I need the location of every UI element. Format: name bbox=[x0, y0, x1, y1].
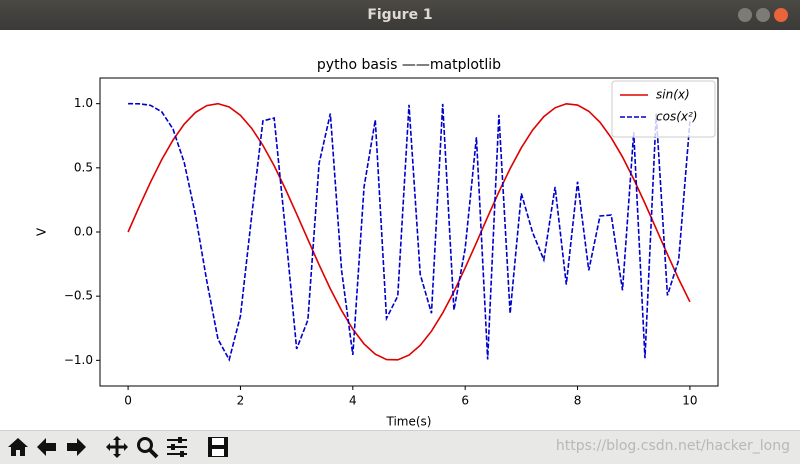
x-tick-label: 10 bbox=[682, 394, 697, 408]
pan-button[interactable] bbox=[104, 434, 130, 460]
x-tick-label: 8 bbox=[574, 394, 582, 408]
window-controls bbox=[738, 8, 788, 22]
x-tick-label: 2 bbox=[237, 394, 245, 408]
zoom-button[interactable] bbox=[134, 434, 160, 460]
save-button[interactable] bbox=[205, 434, 231, 460]
chart-title: pytho basis ——matplotlib bbox=[317, 57, 501, 73]
y-axis-label: V bbox=[35, 227, 49, 236]
x-tick-label: 0 bbox=[124, 394, 132, 408]
home-button[interactable] bbox=[5, 434, 31, 460]
y-tick-label: −1.0 bbox=[64, 353, 93, 367]
legend-label: cos(x²) bbox=[656, 110, 697, 124]
chart: pytho basis ——matplotlib Time(s) V 0 2 4 6 8… bbox=[35, 57, 719, 429]
y-tick-label: 1.0 bbox=[74, 96, 93, 110]
title-bar: Figure 1 bbox=[0, 0, 800, 30]
line-series bbox=[127, 102, 691, 361]
toolbar: https://blog.csdn.net/hacker_long bbox=[0, 430, 800, 464]
x-axis-label: Time(s) bbox=[386, 415, 432, 429]
window-title: Figure 1 bbox=[367, 7, 433, 23]
y-tick-label: 0.5 bbox=[74, 160, 93, 174]
configure-button[interactable] bbox=[164, 434, 190, 460]
minimize-button[interactable] bbox=[738, 8, 752, 22]
watermark: https://blog.csdn.net/hacker_long bbox=[555, 438, 790, 454]
back-button[interactable] bbox=[34, 434, 60, 460]
y-tick-label: 0.0 bbox=[74, 225, 93, 239]
x-tick-label: 6 bbox=[461, 394, 469, 408]
legend-label: sin(x) bbox=[656, 88, 690, 102]
forward-button[interactable] bbox=[63, 434, 89, 460]
line-series bbox=[128, 102, 691, 362]
x-tick-label: 4 bbox=[349, 394, 357, 408]
maximize-button[interactable] bbox=[756, 8, 770, 22]
y-tick-label: −0.5 bbox=[64, 289, 93, 303]
axes-frame bbox=[99, 77, 719, 387]
close-button[interactable] bbox=[774, 8, 788, 22]
